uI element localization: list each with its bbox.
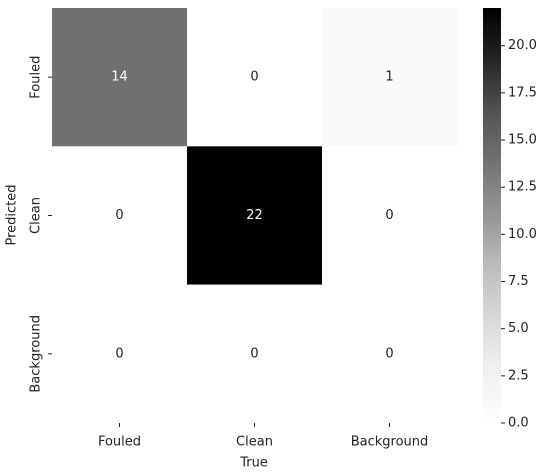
x-tick-label: Fouled xyxy=(98,435,141,450)
y-tick-label: Clean xyxy=(29,197,44,234)
cell-label: 0 xyxy=(115,208,123,223)
x-axis-label: True xyxy=(239,456,268,471)
colorbar-tick-label: 7.5 xyxy=(508,274,529,289)
cell xyxy=(52,284,187,423)
colorbar-tick-label: 15.0 xyxy=(508,133,537,148)
x-tick-label: Background xyxy=(351,435,429,450)
cell xyxy=(322,146,457,285)
cell-label: 0 xyxy=(115,346,123,361)
colorbar-tick-label: 12.5 xyxy=(508,180,537,195)
colorbar-tick-label: 2.5 xyxy=(508,368,529,383)
cell xyxy=(187,146,322,285)
y-tick-label: Fouled xyxy=(29,56,44,99)
cell-label: 0 xyxy=(385,208,393,223)
cell xyxy=(52,146,187,285)
x-tick-label: Clean xyxy=(236,435,273,450)
cell xyxy=(52,8,187,147)
colorbar-tick-label: 17.5 xyxy=(508,85,537,100)
cell xyxy=(187,8,322,147)
cell-label: 0 xyxy=(250,70,258,85)
colorbar xyxy=(483,8,501,423)
cell-label: 1 xyxy=(385,70,393,85)
cell xyxy=(322,8,457,147)
colorbar-tick-label: 10.0 xyxy=(508,227,537,242)
y-axis-label: Predicted xyxy=(5,184,20,245)
cell xyxy=(187,284,322,423)
colorbar-tick-label: 20.0 xyxy=(508,38,537,53)
colorbar-tick-label: 0.0 xyxy=(508,416,529,431)
cell-label: 22 xyxy=(246,208,263,223)
colorbar-tick-label: 5.0 xyxy=(508,321,529,336)
cell-label: 0 xyxy=(250,346,258,361)
cell xyxy=(322,284,457,423)
y-tick-label: Background xyxy=(29,315,44,393)
cell-label: 14 xyxy=(111,70,128,85)
cell-label: 0 xyxy=(385,346,393,361)
